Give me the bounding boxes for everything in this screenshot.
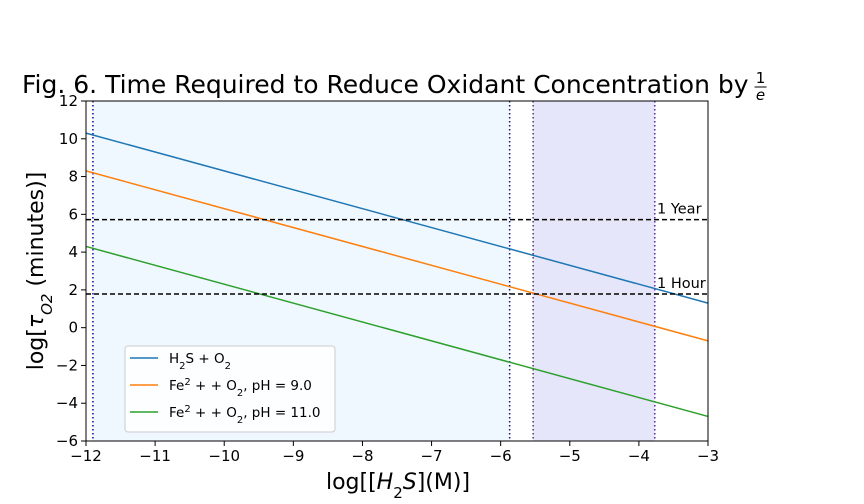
legend-box xyxy=(124,345,336,433)
y-axis-ticks: −6 −4 −2 0 2 4 6 8 10 12 xyxy=(56,92,86,450)
x-tick-label: −6 xyxy=(490,447,512,465)
x-tick-label: −12 xyxy=(70,447,102,465)
x-tick-label: −9 xyxy=(282,447,304,465)
x-tick-label: −7 xyxy=(420,447,442,465)
x-tick-label: −8 xyxy=(351,447,373,465)
y-tick-label: −6 xyxy=(56,432,78,450)
legend: H2S + O2 Fe2 + + O2, pH = 9.0 Fe2 + + O2, … xyxy=(124,345,336,433)
series-line-3 xyxy=(85,245,709,418)
chart-title-group: Fig. 6. Time Required to Reduce Oxidant … xyxy=(22,69,767,104)
x-axis-ticks: −12 −11 −10 −9 −8 −7 −6 −5 −4 −3 xyxy=(70,441,719,465)
series-lines xyxy=(85,132,709,418)
x-tick-label: −11 xyxy=(139,447,171,465)
y-tick-label: 6 xyxy=(68,205,78,223)
legend-label-3: Fe2 + + O2, pH = 11.0 xyxy=(169,404,320,426)
series-line-1 xyxy=(85,132,709,304)
series-line-2 xyxy=(85,170,709,342)
legend-label-2: Fe2 + + O2, pH = 9.0 xyxy=(169,377,312,399)
x-axis-label: log[[H2S](M)] xyxy=(326,470,470,502)
y-tick-label: −4 xyxy=(56,394,78,412)
shaded-region-2 xyxy=(533,101,655,441)
reference-line-label-2: 1 Hour xyxy=(657,276,706,292)
plot-frame xyxy=(85,100,709,442)
y-tick-label: 8 xyxy=(68,168,78,186)
reference-line-label-1: 1 Year xyxy=(657,202,702,218)
y-axis-label: log[τO2 (minutes)] xyxy=(24,172,56,371)
legend-label-1: H2S + O2 xyxy=(169,351,231,372)
reference-lines: 1 Year 1 Hour xyxy=(86,202,708,295)
x-tick-label: −4 xyxy=(628,447,650,465)
x-tick-label: −3 xyxy=(697,447,719,465)
y-tick-label: 12 xyxy=(59,92,78,110)
chart-title: Fig. 6. Time Required to Reduce Oxidant … xyxy=(22,70,749,99)
title-fraction-numerator: 1 xyxy=(756,69,766,87)
y-tick-label: 4 xyxy=(68,243,78,261)
y-tick-label: 0 xyxy=(68,319,78,337)
x-tick-label: −5 xyxy=(559,447,581,465)
y-tick-label: −2 xyxy=(56,356,78,374)
vertical-lines xyxy=(92,101,656,441)
x-tick-label: −10 xyxy=(208,447,240,465)
y-tick-label: 2 xyxy=(68,281,78,299)
title-fraction-denominator: e xyxy=(756,86,765,104)
y-tick-label: 10 xyxy=(59,130,78,148)
